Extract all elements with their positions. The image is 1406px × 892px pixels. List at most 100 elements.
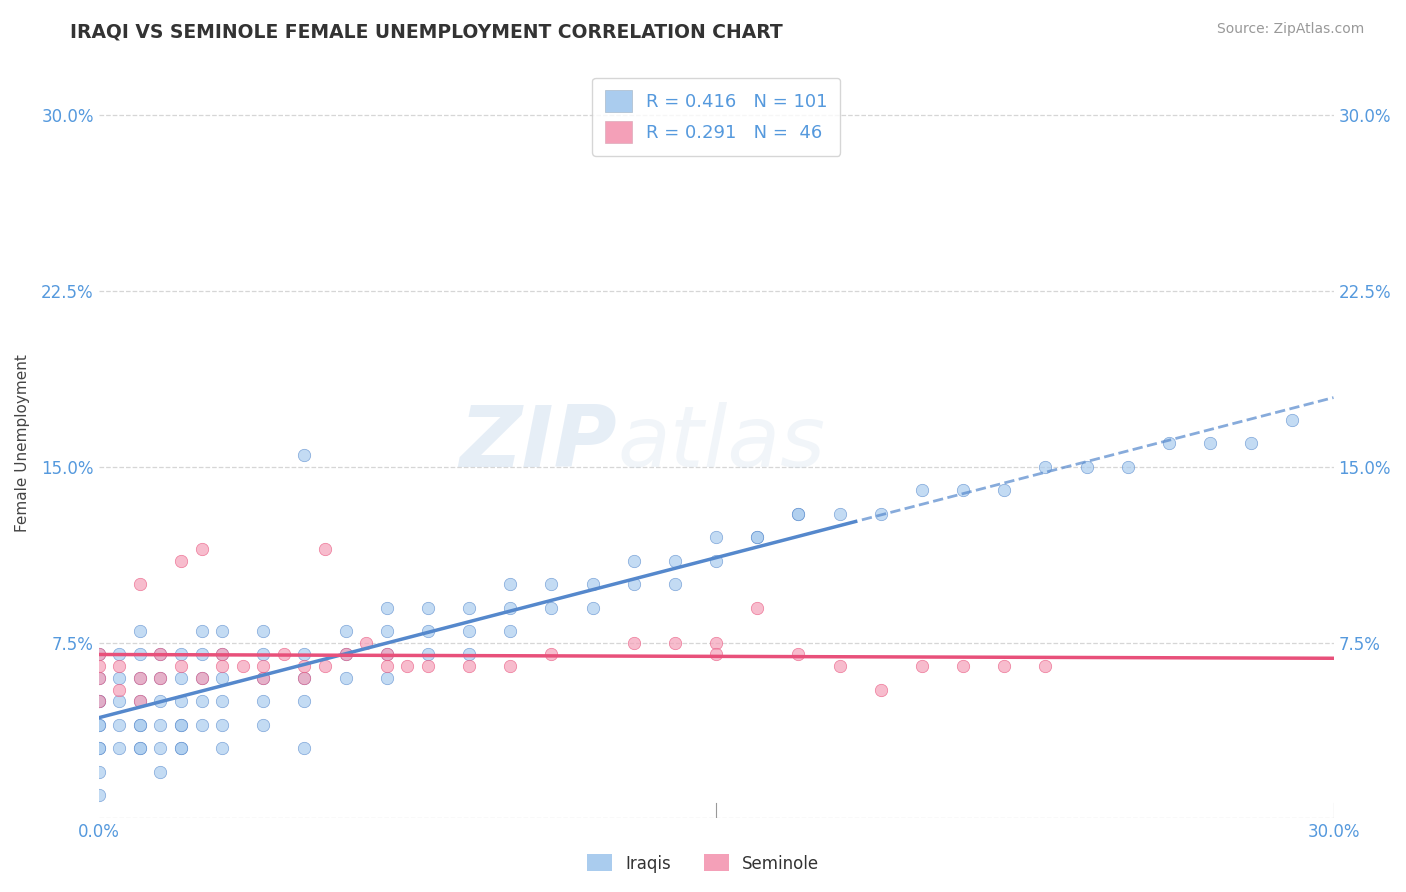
Text: ZIP: ZIP xyxy=(460,402,617,485)
Point xyxy=(128,741,150,756)
Point xyxy=(170,694,193,708)
Point xyxy=(375,648,398,662)
Point xyxy=(375,648,398,662)
Point xyxy=(1240,436,1263,450)
Point xyxy=(211,717,233,731)
Point xyxy=(87,694,110,708)
Point xyxy=(1281,413,1303,427)
Point xyxy=(87,659,110,673)
Point xyxy=(375,600,398,615)
Point xyxy=(149,717,172,731)
Point xyxy=(149,648,172,662)
Point xyxy=(1116,459,1139,474)
Point xyxy=(1035,459,1057,474)
Point xyxy=(87,717,110,731)
Point xyxy=(273,648,295,662)
Point xyxy=(87,741,110,756)
Point xyxy=(211,659,233,673)
Point xyxy=(375,671,398,685)
Point xyxy=(416,624,439,638)
Point xyxy=(87,741,110,756)
Point xyxy=(416,600,439,615)
Point xyxy=(108,694,131,708)
Point xyxy=(87,694,110,708)
Point xyxy=(190,671,212,685)
Point xyxy=(499,624,522,638)
Point xyxy=(170,741,193,756)
Point xyxy=(128,694,150,708)
Point xyxy=(416,659,439,673)
Point xyxy=(108,741,131,756)
Text: atlas: atlas xyxy=(617,402,825,485)
Point xyxy=(747,530,769,544)
Point xyxy=(128,741,150,756)
Point xyxy=(87,717,110,731)
Point xyxy=(149,764,172,779)
Point xyxy=(499,600,522,615)
Point xyxy=(149,671,172,685)
Point xyxy=(911,483,934,498)
Point xyxy=(747,600,769,615)
Point xyxy=(294,648,316,662)
Point xyxy=(354,636,377,650)
Point xyxy=(828,507,851,521)
Point xyxy=(664,636,686,650)
Point xyxy=(108,659,131,673)
Point xyxy=(952,659,974,673)
Point xyxy=(128,624,150,638)
Point xyxy=(1199,436,1222,450)
Point xyxy=(252,671,274,685)
Point xyxy=(190,694,212,708)
Point xyxy=(294,671,316,685)
Point xyxy=(87,788,110,802)
Point xyxy=(314,659,336,673)
Point xyxy=(211,694,233,708)
Point xyxy=(108,648,131,662)
Point xyxy=(623,577,645,591)
Point xyxy=(294,694,316,708)
Point xyxy=(170,717,193,731)
Legend: Iraqis, Seminole: Iraqis, Seminole xyxy=(579,847,827,880)
Point xyxy=(458,600,481,615)
Point xyxy=(623,636,645,650)
Point xyxy=(335,648,357,662)
Point xyxy=(704,636,727,650)
Point xyxy=(128,717,150,731)
Point xyxy=(170,554,193,568)
Point xyxy=(540,600,562,615)
Point xyxy=(252,648,274,662)
Point xyxy=(294,741,316,756)
Point xyxy=(232,659,254,673)
Point xyxy=(211,648,233,662)
Point xyxy=(87,671,110,685)
Point xyxy=(335,624,357,638)
Point xyxy=(375,659,398,673)
Point xyxy=(911,659,934,673)
Text: Source: ZipAtlas.com: Source: ZipAtlas.com xyxy=(1216,22,1364,37)
Point xyxy=(149,671,172,685)
Point xyxy=(458,648,481,662)
Point xyxy=(664,554,686,568)
Point xyxy=(540,577,562,591)
Point xyxy=(540,648,562,662)
Point xyxy=(170,741,193,756)
Point xyxy=(375,624,398,638)
Point xyxy=(190,717,212,731)
Point xyxy=(704,554,727,568)
Point xyxy=(252,694,274,708)
Point xyxy=(128,671,150,685)
Point xyxy=(211,624,233,638)
Point xyxy=(335,648,357,662)
Point xyxy=(87,764,110,779)
Point xyxy=(787,507,810,521)
Point xyxy=(252,659,274,673)
Point xyxy=(128,577,150,591)
Point xyxy=(747,530,769,544)
Point xyxy=(993,483,1015,498)
Point xyxy=(952,483,974,498)
Point xyxy=(396,659,419,673)
Point xyxy=(128,648,150,662)
Point xyxy=(787,507,810,521)
Point xyxy=(108,671,131,685)
Point xyxy=(704,530,727,544)
